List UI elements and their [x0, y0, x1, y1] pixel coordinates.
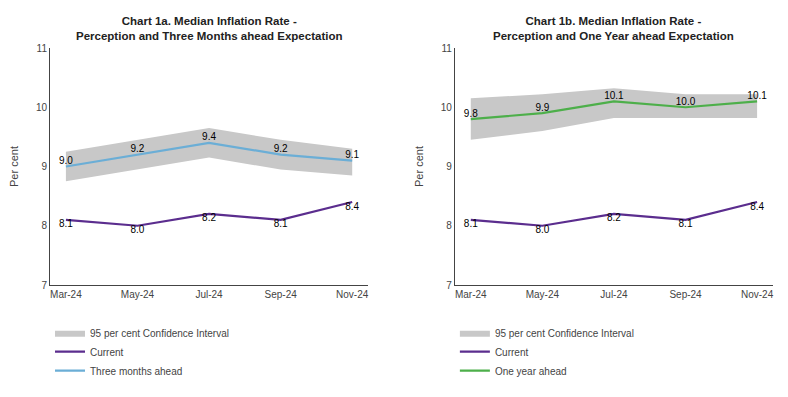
svg-text:10: 10 [441, 102, 453, 113]
svg-text:Three months ahead: Three months ahead [90, 366, 182, 377]
svg-text:8.1: 8.1 [59, 218, 73, 229]
svg-text:Current: Current [90, 347, 124, 358]
svg-text:9.2: 9.2 [274, 143, 288, 154]
svg-text:8.2: 8.2 [202, 212, 216, 223]
svg-text:Per cent: Per cent [413, 146, 425, 187]
svg-text:8.1: 8.1 [274, 218, 288, 229]
svg-text:10.0: 10.0 [676, 96, 696, 107]
svg-text:Jul-24: Jul-24 [600, 289, 628, 300]
svg-text:Chart 1a. Median Inflation Rat: Chart 1a. Median Inflation Rate -Percept… [76, 15, 342, 42]
svg-text:One year ahead: One year ahead [495, 366, 567, 377]
svg-text:11: 11 [37, 43, 48, 54]
svg-text:Chart 1b. Median Inflation Rat: Chart 1b. Median Inflation Rate -Percept… [493, 15, 734, 42]
svg-text:Nov-24: Nov-24 [741, 289, 774, 300]
svg-text:9.9: 9.9 [535, 102, 549, 113]
svg-text:7: 7 [41, 280, 47, 291]
svg-text:Mar-24: Mar-24 [455, 289, 487, 300]
svg-text:Current: Current [495, 347, 529, 358]
svg-text:10: 10 [36, 102, 48, 113]
svg-text:9: 9 [41, 161, 47, 172]
svg-text:8: 8 [446, 220, 452, 231]
svg-text:8.0: 8.0 [535, 224, 549, 235]
svg-text:95 per cent Confidence Interva: 95 per cent Confidence Interval [495, 328, 634, 339]
svg-text:Sep-24: Sep-24 [265, 289, 298, 300]
svg-text:95 per cent Confidence Interva: 95 per cent Confidence Interval [90, 328, 229, 339]
svg-text:May-24: May-24 [526, 289, 560, 300]
svg-text:Nov-24: Nov-24 [336, 289, 369, 300]
svg-text:8: 8 [41, 220, 47, 231]
svg-text:9.8: 9.8 [464, 108, 478, 119]
svg-text:Jul-24: Jul-24 [195, 289, 223, 300]
svg-text:Per cent: Per cent [8, 146, 20, 187]
svg-text:9: 9 [446, 161, 452, 172]
svg-text:9.0: 9.0 [59, 155, 73, 166]
svg-text:Sep-24: Sep-24 [669, 289, 702, 300]
svg-text:8.1: 8.1 [679, 218, 693, 229]
svg-text:8.1: 8.1 [464, 218, 478, 229]
svg-text:8.0: 8.0 [131, 224, 145, 235]
svg-text:8.4: 8.4 [750, 201, 764, 212]
svg-text:11: 11 [441, 43, 452, 54]
svg-text:10.1: 10.1 [604, 90, 624, 101]
svg-text:8.2: 8.2 [607, 212, 621, 223]
svg-text:9.1: 9.1 [345, 149, 359, 160]
svg-text:7: 7 [446, 280, 452, 291]
svg-text:May-24: May-24 [121, 289, 155, 300]
svg-text:9.4: 9.4 [202, 131, 216, 142]
svg-text:10.1: 10.1 [747, 90, 767, 101]
svg-text:9.2: 9.2 [131, 143, 145, 154]
svg-text:8.4: 8.4 [345, 201, 359, 212]
svg-text:Mar-24: Mar-24 [50, 289, 82, 300]
